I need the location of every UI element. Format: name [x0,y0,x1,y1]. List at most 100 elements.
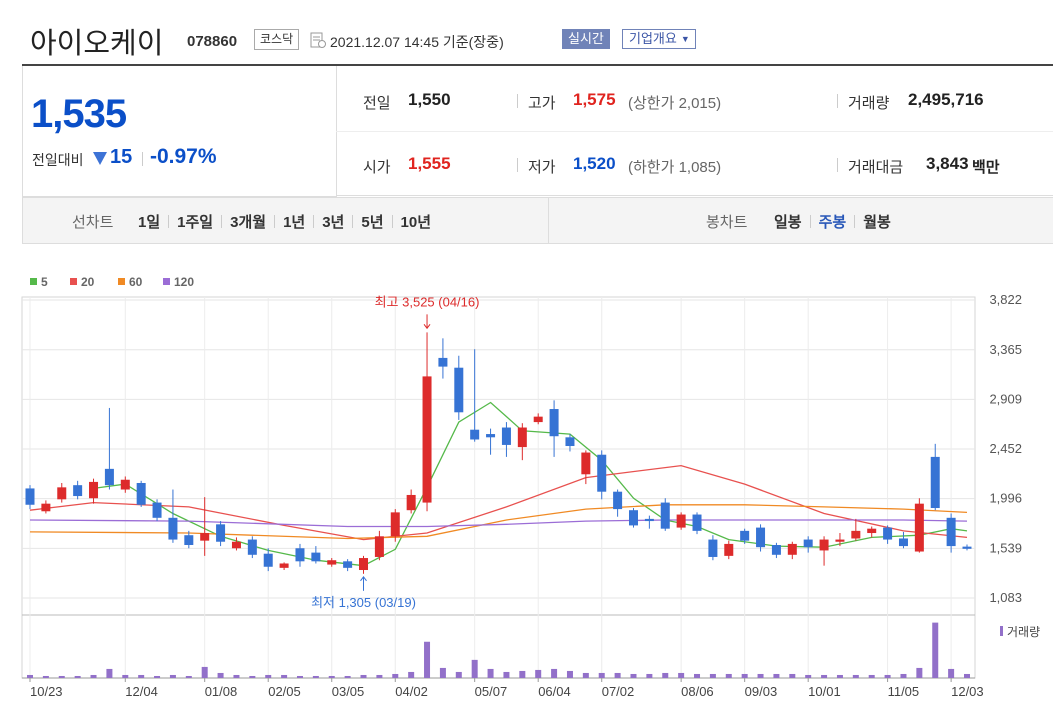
candle-body [549,409,559,437]
volume-bar [884,674,891,678]
stat-note: (상한가 2,015) [628,95,722,112]
tab[interactable]: 10년 [400,214,432,231]
candle-body [454,367,464,413]
candle-body [438,357,448,367]
x-tick-label: 02/05 [268,684,301,699]
volume-bar [122,674,129,678]
legend-swatch [70,278,77,285]
volume-bar [964,673,970,678]
x-tick-label: 10/23 [30,684,63,699]
legend-swatch [163,278,170,285]
volume-bar [582,672,589,678]
tab[interactable]: 주봉 [818,214,847,231]
tab-separator [221,215,223,228]
candle-body [644,518,654,522]
candle-body [89,481,99,499]
stat-value: 1,520 [573,154,616,173]
candle-body [898,538,908,547]
moving-average-line [93,401,968,567]
candle-body [613,491,623,510]
volume-bar [217,672,224,678]
volume-bar [201,666,208,678]
annotation: 최저 1,305 (03/19) [311,595,416,610]
candle-body [374,536,384,557]
candle-body [200,533,210,541]
volume-bar [598,672,605,678]
candle-body [867,528,877,534]
candle-body [724,543,734,556]
tab[interactable]: 월봉 [863,214,891,231]
candle-body [676,514,686,528]
tab[interactable]: 3개월 [230,214,267,231]
down-triangle [93,152,107,165]
company-button[interactable]: 기업개요 ▼ [622,29,696,49]
volume-bar [630,673,637,678]
volume-bar [709,673,716,678]
timestamp: 2021.12.07 14:45 기준(장중) [330,34,504,50]
tab[interactable]: 1년 [283,214,306,231]
candle-body [247,539,257,555]
moving-average-line [29,464,968,541]
candle-body [581,452,591,475]
stat-note: (하한가 1,085) [628,159,722,176]
moving-average-line [29,504,968,540]
candle-body [628,510,638,526]
volume-bar [169,674,176,678]
tab[interactable]: 1주일 [177,214,214,231]
x-tick-label: 12/03 [951,684,984,699]
company-label: 기업개요 [629,31,677,46]
tab[interactable]: 3년 [322,214,345,231]
candle-body [565,437,575,447]
stat-label: 전일 [363,95,391,112]
candle-body [41,503,51,512]
volume-legend-label: 거래량 [1007,625,1040,639]
candle-body [104,468,114,486]
stat-label: 저가 [528,159,556,176]
volume-bar [106,668,113,678]
stat-value: 2,495,716 [908,90,984,109]
candle-body [152,502,162,518]
volume-legend-swatch [1000,626,1003,636]
x-tick-label: 07/02 [602,684,635,699]
tab-group-label: 선차트 [72,214,114,231]
legend-swatch [118,278,125,285]
change-rate: -0.97% [150,145,217,168]
stat-value: 1,575 [573,90,616,109]
candle-body [708,539,718,557]
change: 15 [110,146,133,168]
candle-body [359,558,369,571]
volume-bar [281,674,288,678]
legend-label: 60 [129,275,143,289]
tab-separator [809,215,811,228]
candle-body [819,539,829,551]
realtime-button[interactable]: 실시간 [562,29,610,49]
tab[interactable]: 5년 [361,214,384,231]
candle-body [184,535,194,545]
candle-body [25,488,35,505]
candle-body [57,487,67,500]
candle-body [962,546,972,549]
volume-bar [535,669,542,678]
volume-bar [376,674,383,678]
volume-bar [27,674,33,678]
candle-body [470,429,480,440]
candle-body [692,514,702,531]
tab[interactable]: 1일 [138,214,161,231]
line-tabs: 1일 1주일 3개월 1년 3년 5년 10년 [138,211,431,232]
stat-label: 거래대금 [848,159,904,176]
volume-bar [503,671,510,678]
volume-bar [519,670,526,678]
volume-bar [646,673,653,678]
tab-divider [548,198,549,243]
volume-bar [487,668,494,678]
moving-average-line [29,519,968,528]
chart: 1,083 1,539 1,996 2,452 2,909 3,365 3,822 10/23… [21,275,1040,699]
candle-body [120,479,130,490]
row-divider [336,131,1053,132]
volume-bar [328,675,335,678]
candle-body [787,543,797,555]
tab[interactable]: 일봉 [774,214,802,231]
x-tick-label: 04/02 [395,684,428,699]
x-tick-label: 05/07 [475,684,508,699]
volume-bar [551,668,558,678]
